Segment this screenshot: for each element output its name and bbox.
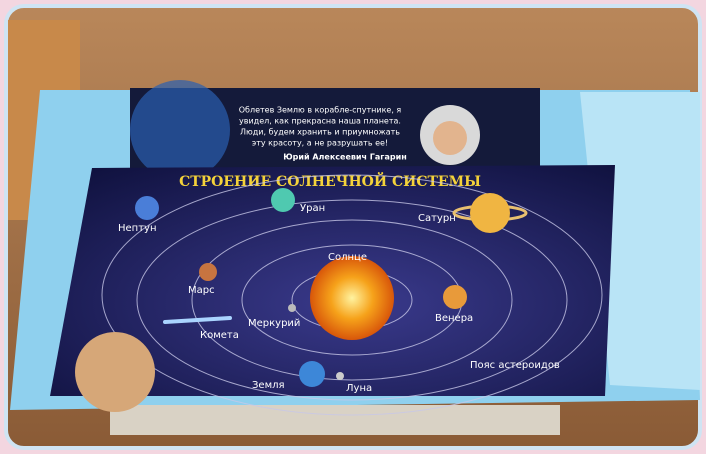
label: Сатурн — [418, 213, 456, 224]
jupiter — [75, 332, 155, 412]
label: Солнце — [328, 252, 367, 263]
label: Венера — [435, 313, 473, 324]
neptune — [135, 196, 159, 220]
quote-line: Люди, будем хранить и приумножать — [240, 128, 400, 137]
label: Земля — [252, 380, 285, 391]
mercury — [288, 304, 296, 312]
earth — [299, 361, 325, 387]
moon — [336, 372, 344, 380]
quote-line: эту красоту, а не разрушать ее! — [252, 139, 388, 148]
label: Луна — [346, 383, 372, 394]
label: Уран — [300, 203, 325, 214]
mars — [199, 263, 217, 281]
poster-title: СТРОЕНИЕ СОЛНЕЧНОЙ СИСТЕМЫ — [179, 171, 481, 190]
page: Облетев Землю в корабле-спутнике, я увид… — [0, 0, 706, 454]
sun — [310, 256, 394, 340]
earth-glow — [130, 80, 230, 180]
quote-line: Облетев Землю в корабле-спутнике, я — [239, 106, 402, 115]
desk-shelf — [110, 405, 560, 435]
label: Меркурий — [248, 318, 300, 329]
quote-line: увидел, как прекрасна наша планета. — [239, 117, 401, 126]
astronaut-face — [433, 121, 467, 155]
label: Пояс астероидов — [470, 360, 560, 371]
saturn — [470, 193, 510, 233]
uranus — [271, 188, 295, 212]
label: Комета — [200, 330, 239, 341]
label: Марс — [188, 285, 215, 296]
photo: Облетев Землю в корабле-спутнике, я увид… — [0, 0, 706, 454]
label: Нептун — [118, 223, 157, 234]
venus — [443, 285, 467, 309]
quote-author: Юрий Алексеевич Гагарин — [283, 153, 407, 162]
